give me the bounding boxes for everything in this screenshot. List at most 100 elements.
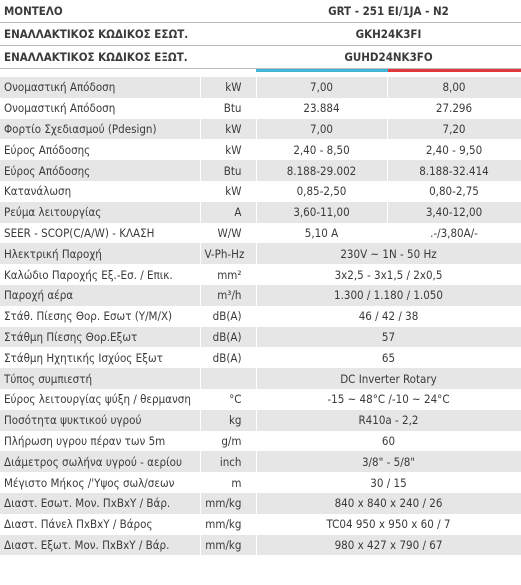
spec-unit: m <box>200 472 257 493</box>
spec-unit: g/m <box>200 430 257 452</box>
spec-value: .-/3,80A/- <box>387 222 521 244</box>
header-row: ΕΝΑΛΛΑΚΤΙΚΟΣ ΚΩΔΙΚΟΣ ΕΞΩΤ. GUHD24NK3FO <box>0 45 521 69</box>
header-row: ΜΟΝΤΕΛΟ GRT - 251 EI/1JA - N2 <box>0 0 521 23</box>
header-label: ΕΝΑΛΛΑΚΤΙΚΟΣ ΚΩΔΙΚΟΣ ΕΣΩΤ. <box>0 22 257 46</box>
spec-value: 840 x 840 x 240 / 26 <box>256 492 521 514</box>
spec-row: Διαστ. Πάνελ ΠxΒxΥ / Βάρος mm/kg TC04 950 … <box>0 513 521 535</box>
spec-value: 5,10 A <box>256 222 388 244</box>
spec-row: Στάθμη Πίεσης Θορ.Εξωτ dB(A) 57 <box>0 326 521 348</box>
spec-unit: mm² <box>200 264 257 285</box>
spec-value: 7,20 <box>387 118 521 140</box>
spec-value: 7,00 <box>256 77 388 98</box>
spec-label: Καλώδιο Παροχής Εξ.-Εσ. / Επικ. <box>0 264 201 285</box>
spec-row: Καλώδιο Παροχής Εξ.-Εσ. / Επικ. mm² 3x2,5 … <box>0 264 521 285</box>
spec-value: TC04 950 x 950 x 60 / 7 <box>256 513 521 535</box>
spec-unit: mm/kg <box>200 513 257 535</box>
spec-unit: mm/kg <box>200 492 257 514</box>
spec-label: Ποσότητα ψυκτικού υγρού <box>0 409 201 431</box>
spec-label: Ρεύμα λειτουργίας <box>0 201 201 223</box>
spec-value: 8.188-32.414 <box>387 160 521 181</box>
spec-value: 230V ~ 1N - 50 Hz <box>256 243 521 265</box>
spec-row: Εύρος λειτουργίας ψύξη / θερμανση °C -15 ~… <box>0 388 521 410</box>
spec-row: Διάμετρος σωλήνα υγρού - αερίου inch 3/8" … <box>0 451 521 473</box>
header-label: ΕΝΑΛΛΑΚΤΙΚΟΣ ΚΩΔΙΚΟΣ ΕΞΩΤ. <box>0 45 257 69</box>
spec-label: Φορτίο Σχεδιασμού (Pdesign) <box>0 118 201 140</box>
spec-value: 8.188-29.002 <box>256 160 388 181</box>
spec-value: 2,40 - 8,50 <box>256 139 388 161</box>
spec-row: Εύρος Απόδοσης kW 2,40 - 8,50 2,40 - 9,50 <box>0 139 521 161</box>
spec-row: Ηλεκτρική Παροχή V-Ph-Hz 230V ~ 1N - 50 Hz <box>0 243 521 265</box>
spec-value: 7,00 <box>256 118 388 140</box>
spec-value: 60 <box>256 430 521 452</box>
spec-unit: kW <box>200 118 257 140</box>
spec-unit: kW <box>200 180 257 202</box>
spec-row: Διαστ. Εξωτ. Μον. ΠxΒxΥ / Βάρ. mm/kg 980 x… <box>0 534 521 556</box>
header-value: GRT - 251 EI/1JA - N2 <box>255 0 521 23</box>
spec-label: Πλήρωση υγρου πέραν των 5m <box>0 430 201 452</box>
spec-label: Στάθ. Πίεσης Θορ. Εσωτ (Υ/Μ/Χ) <box>0 305 201 327</box>
spec-value: -15 ~ 48°C /-10 ~ 24°C <box>256 388 521 410</box>
spec-row: Εύρος Απόδοσης Btu 8.188-29.002 8.188-32.41… <box>0 160 521 181</box>
spec-label: Ηλεκτρική Παροχή <box>0 243 201 265</box>
spec-label: Κατανάλωση <box>0 180 201 202</box>
spec-value: 3,40-12,00 <box>387 201 521 223</box>
spec-value: 46 / 42 / 38 <box>256 305 521 327</box>
spec-row: Στάθ. Πίεσης Θορ. Εσωτ (Υ/Μ/Χ) dB(A) 46 / … <box>0 305 521 327</box>
spec-label: Στάθμη Ηχητικής Ισχύος Εξωτ <box>0 347 201 369</box>
spec-label: Εύρος λειτουργίας ψύξη / θερμανση <box>0 388 201 410</box>
spec-unit: A <box>200 201 257 223</box>
spec-value: 1.300 / 1.180 / 1.050 <box>256 284 521 306</box>
spec-unit: Btu <box>200 160 257 181</box>
spec-row: SEER - SCOP(C/A/W) - ΚΛΑΣΗ W/W 5,10 A .-/3,… <box>0 222 521 244</box>
spec-unit: inch <box>200 451 257 473</box>
spec-label: Παροχή αέρα <box>0 284 201 306</box>
spec-value: 8,00 <box>387 77 521 98</box>
spec-value: 30 / 15 <box>256 472 521 493</box>
spec-label: Τύπος συμπιεστή <box>0 368 201 389</box>
spec-row: Διαστ. Εσωτ. Μον. ΠxΒxΥ / Βάρ. mm/kg 840 x… <box>0 492 521 514</box>
spec-unit: kW <box>200 77 257 98</box>
spec-value: DC Inverter Rotary <box>256 368 521 389</box>
spec-row: Παροχή αέρα m³/h 1.300 / 1.180 / 1.050 <box>0 284 521 306</box>
spec-row: Μέγιστο Μήκος /'Υψος σωλ/σεων m 30 / 15 <box>0 472 521 493</box>
spec-row: Ονομαστική Απόδοση kW 7,00 8,00 <box>0 77 521 98</box>
spec-label: Μέγιστο Μήκος /'Υψος σωλ/σεων <box>0 472 201 493</box>
spec-label: Διαστ. Εσωτ. Μον. ΠxΒxΥ / Βάρ. <box>0 492 201 514</box>
spec-label: Ονομαστική Απόδοση <box>0 97 201 119</box>
spec-row: Ποσότητα ψυκτικού υγρού kg R410a - 2,2 <box>0 409 521 431</box>
spec-value: 23.884 <box>256 97 388 119</box>
spec-row: Πλήρωση υγρου πέραν των 5m g/m 60 <box>0 430 521 452</box>
header-label: ΜΟΝΤΕΛΟ <box>0 0 257 23</box>
spec-unit: kg <box>200 409 257 431</box>
spec-value: 0,80-2,75 <box>387 180 521 202</box>
header-value: GKH24K3FI <box>255 22 521 46</box>
spec-unit: °C <box>200 388 257 410</box>
spec-row: Τύπος συμπιεστή DC Inverter Rotary <box>0 368 521 389</box>
spec-label: SEER - SCOP(C/A/W) - ΚΛΑΣΗ <box>0 222 201 244</box>
spec-unit: dB(A) <box>200 305 257 327</box>
header-table: ΜΟΝΤΕΛΟ GRT - 251 EI/1JA - N2 ΕΝΑΛΛΑΚΤΙΚΟΣ… <box>0 0 521 69</box>
spec-label: Στάθμη Πίεσης Θορ.Εξωτ <box>0 326 201 348</box>
spec-value: R410a - 2,2 <box>256 409 521 431</box>
spec-value: 0,85-2,50 <box>256 180 388 202</box>
spec-row: Στάθμη Ηχητικής Ισχύος Εξωτ dB(A) 65 <box>0 347 521 369</box>
spec-label: Διάμετρος σωλήνα υγρού - αερίου <box>0 451 201 473</box>
spec-value: 57 <box>256 326 521 348</box>
header-value: GUHD24NK3FO <box>255 45 521 69</box>
spec-value: 27.296 <box>387 97 521 119</box>
spec-unit: mm/kg <box>200 534 257 556</box>
spec-row: Κατανάλωση kW 0,85-2,50 0,80-2,75 <box>0 180 521 202</box>
spec-label: Διαστ. Εξωτ. Μον. ΠxΒxΥ / Βάρ. <box>0 534 201 556</box>
spec-value: 980 x 427 x 790 / 67 <box>256 534 521 556</box>
spec-unit: V-Ph-Hz <box>200 243 257 265</box>
color-bar <box>0 69 521 77</box>
spec-row: Φορτίο Σχεδιασμού (Pdesign) kW 7,00 7,20 <box>0 118 521 140</box>
spec-label: Διαστ. Πάνελ ΠxΒxΥ / Βάρος <box>0 513 201 535</box>
spec-unit: Btu <box>200 97 257 119</box>
spec-value: 3/8" - 5/8" <box>256 451 521 473</box>
spec-unit <box>200 368 257 389</box>
spec-row: Ρεύμα λειτουργίας A 3,60-11,00 3,40-12,00 <box>0 201 521 223</box>
spec-value: 2,40 - 9,50 <box>387 139 521 161</box>
spec-unit: m³/h <box>200 284 257 306</box>
